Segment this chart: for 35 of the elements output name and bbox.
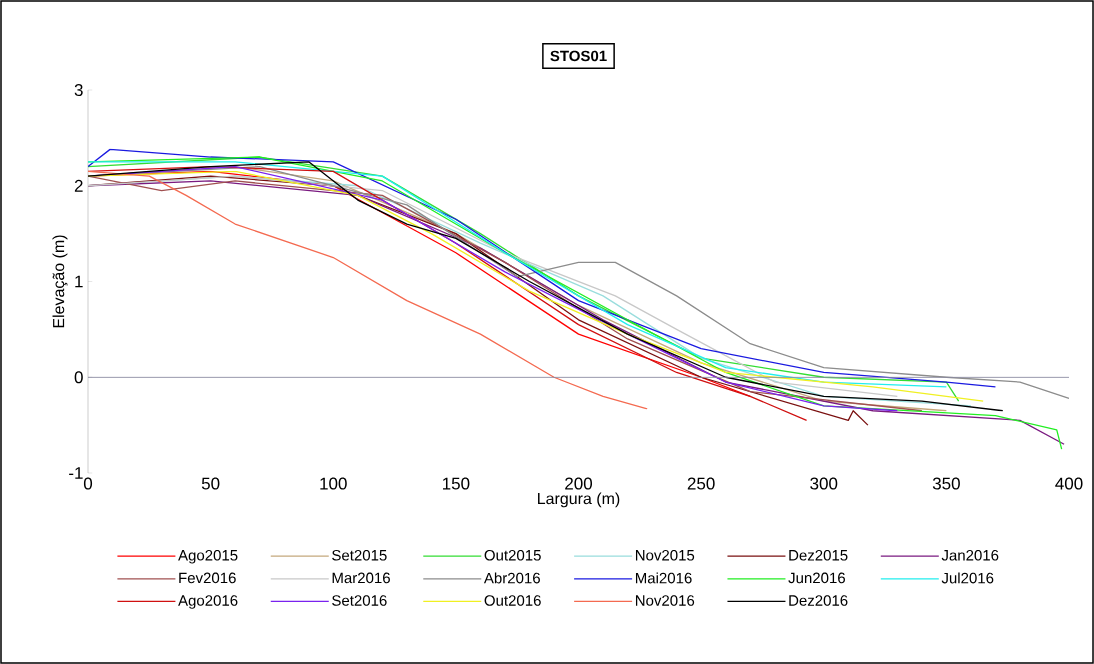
x-tick-label: 100	[320, 477, 347, 490]
line-series	[88, 170, 648, 410]
legend-label: Dez2016	[789, 595, 848, 606]
x-tick-label: 200	[565, 477, 593, 490]
y-tick-label: -1	[69, 467, 83, 479]
legend-label: Set2015	[332, 549, 387, 561]
legend-label: Nov2016	[635, 595, 695, 606]
x-axis-title: Largura (m)	[538, 492, 620, 508]
legend-label: Ago2015	[178, 549, 238, 564]
legend-label: Out2016	[484, 595, 541, 606]
legend-label: Out2015	[484, 549, 541, 561]
y-tick-label: 1	[75, 275, 83, 288]
y-tick-label: 2	[74, 179, 83, 192]
legend-label: Abr2016	[483, 572, 540, 584]
legend-label: Jul2016	[941, 572, 994, 584]
legend-label: Nov2015	[635, 549, 695, 561]
x-tick-label: 250	[687, 477, 715, 490]
legend-label: Mar2016	[332, 572, 390, 584]
x-tick-label: 0	[83, 477, 93, 490]
chart-title: STOS01	[550, 50, 607, 62]
x-tick-label: 150	[443, 477, 470, 490]
legend-label: Jun2016	[788, 572, 845, 584]
x-tick-label: 400	[1055, 477, 1083, 490]
x-tick-label: 300	[810, 477, 838, 490]
legend-label: Set2016	[332, 595, 387, 606]
y-axis-title: Elevação (m)	[52, 235, 68, 328]
x-tick-label: 350	[932, 477, 960, 490]
y-tick-label: 0	[74, 371, 83, 384]
legend-label: Fev2016	[179, 572, 236, 584]
legend-label: Jan2016	[941, 549, 999, 561]
y-tick-label: 3	[74, 83, 83, 97]
legend-label: Mai2016	[635, 572, 692, 584]
legend-label: Ago2016	[178, 595, 238, 609]
x-tick-label: 50	[201, 477, 220, 490]
legend-label: Dez2015	[789, 549, 848, 561]
